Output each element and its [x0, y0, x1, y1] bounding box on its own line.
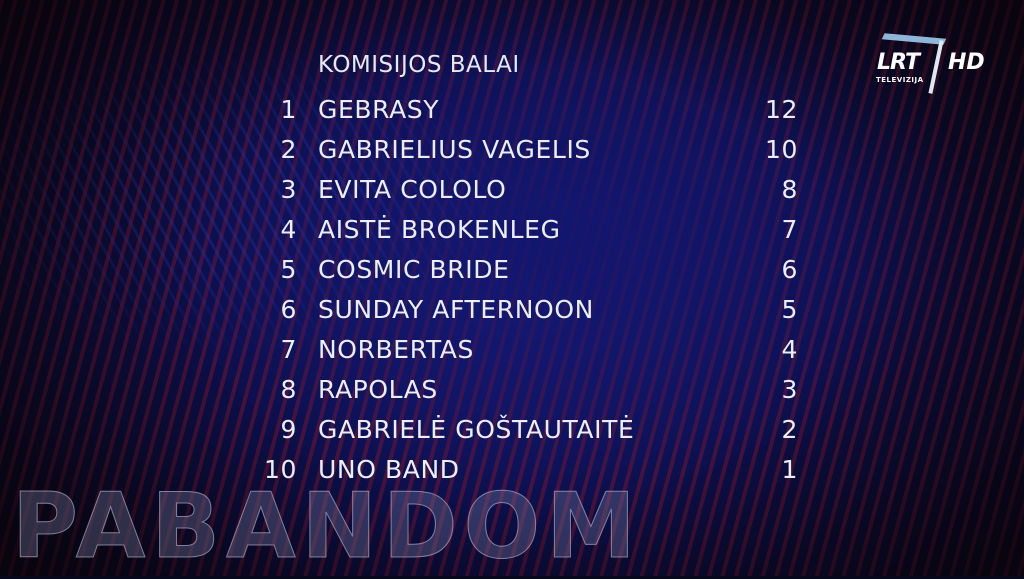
row-points: 2 [781, 415, 798, 444]
logo-slash [928, 40, 944, 94]
row-name: EVITA COLOLO [318, 175, 507, 204]
row-points: 6 [781, 255, 798, 284]
scoreboard-row: 3 EVITA COLOLO 8 [0, 175, 1024, 215]
row-name: COSMIC BRIDE [318, 255, 510, 284]
row-name: GABRIELIUS VAGELIS [318, 135, 591, 164]
scoreboard-row: 9 GABRIELĖ GOŠTAUTAITĖ 2 [0, 415, 1024, 455]
row-rank: 3 [280, 175, 297, 204]
row-rank: 1 [280, 95, 297, 124]
row-rank: 4 [280, 215, 297, 244]
row-name: SUNDAY AFTERNOON [318, 295, 594, 324]
row-name: UNO BAND [318, 455, 460, 484]
scoreboard-row: 4 AISTĖ BROKENLEG 7 [0, 215, 1024, 255]
row-points: 5 [781, 295, 798, 324]
logo-brand: LRT [877, 50, 920, 75]
logo-suffix: HD [948, 50, 985, 75]
row-points: 3 [781, 375, 798, 404]
row-name: RAPOLAS [318, 375, 438, 404]
logo-subtitle: TELEVIZIJA [876, 76, 924, 84]
row-name: NORBERTAS [318, 335, 474, 364]
lrt-hd-logo: LRT HD TELEVIZIJA [874, 33, 985, 96]
row-rank: 6 [280, 295, 297, 324]
scoreboard-title: KOMISIJOS BALAI [318, 52, 520, 78]
row-points: 4 [781, 335, 798, 364]
scoreboard-row: 8 RAPOLAS 3 [0, 375, 1024, 415]
scoreboard-row: 10 UNO BAND 1 [0, 455, 1024, 495]
row-name: AISTĖ BROKENLEG [318, 215, 561, 244]
scoreboard-row: 2 GABRIELIUS VAGELIS 10 [0, 135, 1024, 175]
row-points: 1 [781, 455, 798, 484]
row-rank: 9 [280, 415, 297, 444]
row-points: 8 [781, 175, 798, 204]
watermark-text: PABANDOM [12, 474, 642, 579]
row-name: GABRIELĖ GOŠTAUTAITĖ [318, 415, 635, 444]
row-rank: 8 [280, 375, 297, 404]
row-name: GEBRASY [318, 95, 440, 124]
row-points: 10 [764, 135, 798, 164]
scoreboard-row: 1 GEBRASY 12 [0, 95, 1024, 135]
row-points: 7 [781, 215, 798, 244]
scoreboard-row: 7 NORBERTAS 4 [0, 335, 1024, 375]
row-rank: 7 [280, 335, 297, 364]
scoreboard-row: 6 SUNDAY AFTERNOON 5 [0, 295, 1024, 335]
row-rank: 5 [280, 255, 297, 284]
row-rank: 10 [263, 455, 297, 484]
row-points: 12 [764, 95, 798, 124]
scoreboard-row: 5 COSMIC BRIDE 6 [0, 255, 1024, 295]
row-rank: 2 [280, 135, 297, 164]
